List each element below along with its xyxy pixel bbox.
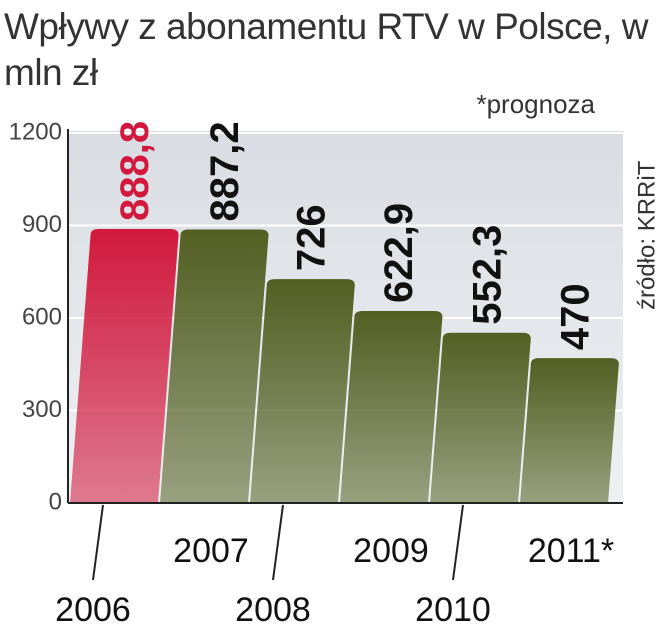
y-tick-label: 600 (22, 303, 62, 330)
bar (250, 279, 355, 503)
x-tick-label: 2008 (235, 591, 311, 629)
value-label: 470 (553, 283, 597, 350)
chart-title: Wpływy z abonamentu RTV w Polsce, w mln … (4, 6, 648, 93)
y-tick-label: 1200 (9, 118, 62, 145)
x-tick-label: 2010 (415, 591, 491, 629)
value-label: 888,8 (113, 121, 157, 221)
y-tick-label: 900 (22, 211, 62, 238)
value-label: 726 (289, 204, 333, 271)
leader-line (92, 504, 104, 581)
bar (430, 332, 531, 503)
bar (70, 228, 179, 503)
x-tick-label: 2007 (173, 532, 249, 570)
x-tick-label: 2009 (353, 532, 429, 570)
leader-line (452, 504, 464, 581)
value-label: 622,9 (377, 203, 421, 303)
note: *prognoza (476, 89, 595, 119)
y-tick-label: 300 (22, 396, 62, 423)
leader-line (272, 504, 284, 581)
bar (160, 229, 269, 504)
x-tick-label: 2006 (55, 591, 131, 629)
y-tick-label: 0 (49, 488, 62, 515)
value-label: 887,2 (203, 121, 247, 221)
bar (520, 358, 619, 503)
source: źródło: KRRiT (633, 160, 660, 310)
x-tick-label: 2011* (528, 532, 614, 570)
value-label: 552,3 (465, 225, 509, 325)
bar (340, 310, 443, 503)
